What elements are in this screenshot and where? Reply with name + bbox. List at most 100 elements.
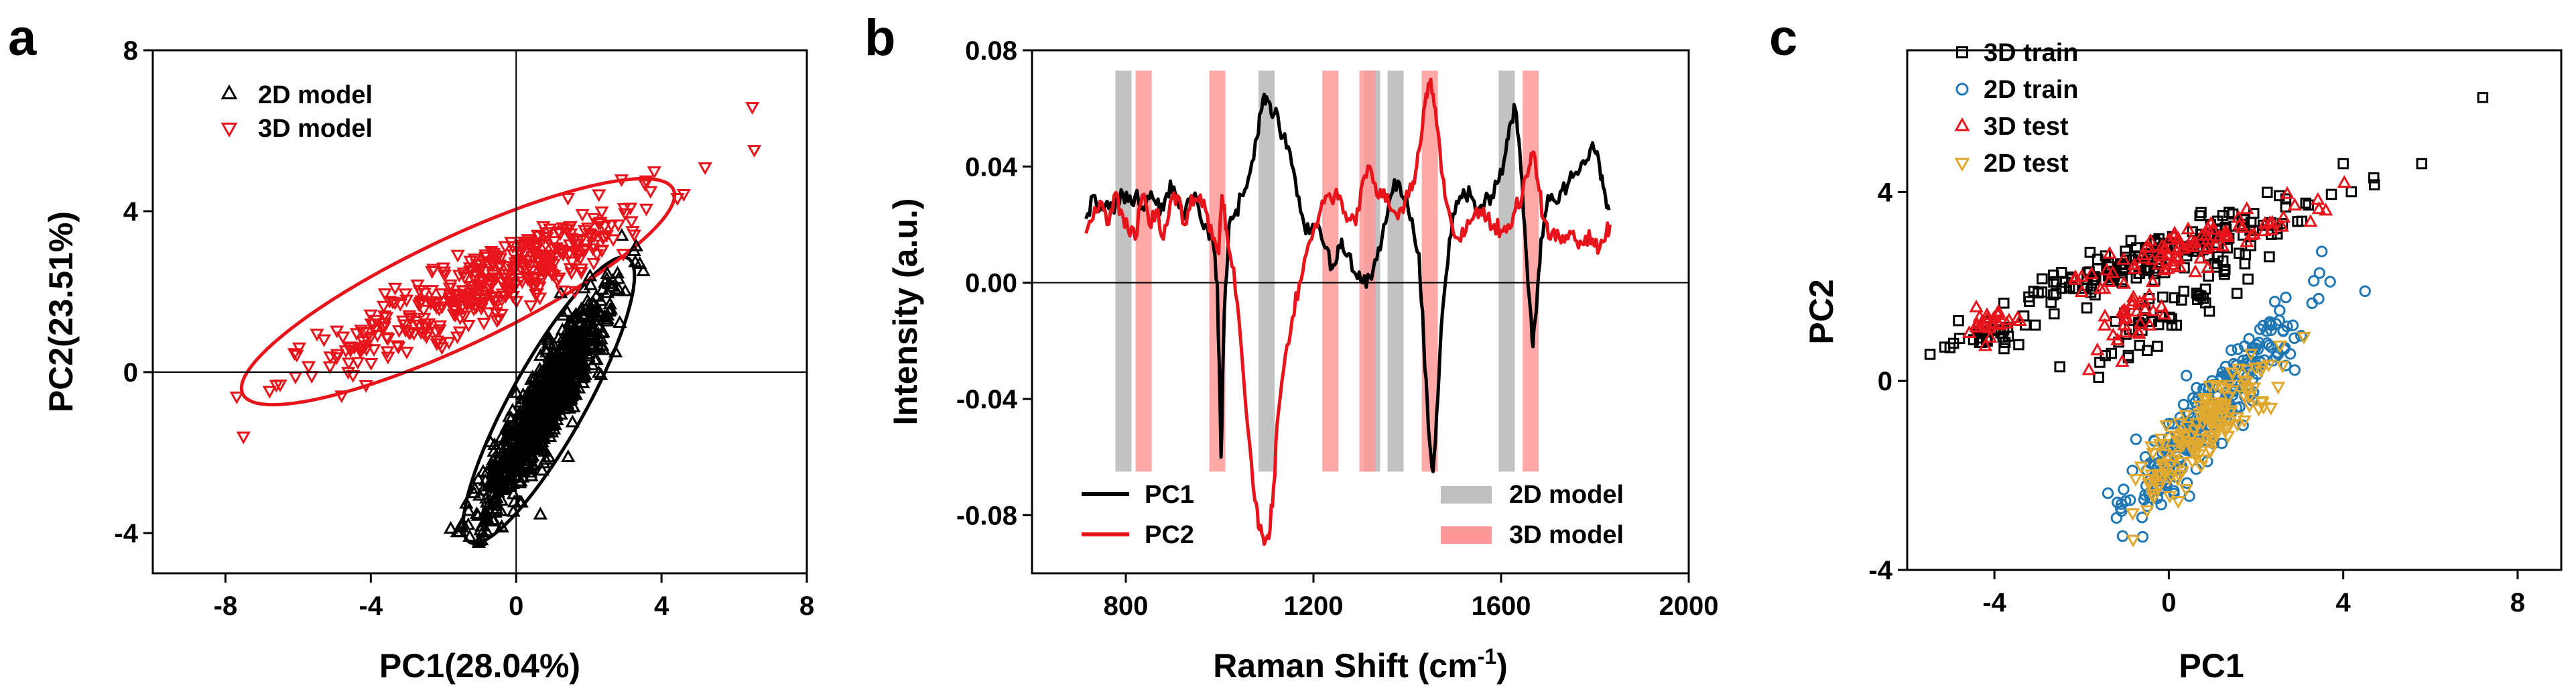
panel-c-y-axis-title: PC2 xyxy=(1803,279,1840,344)
panel-a-point-2d xyxy=(561,449,576,463)
panel-b-legend-swatch-2d xyxy=(1441,486,1492,504)
panel-a-legend-label-3d: 3D model xyxy=(258,115,373,143)
panel-b-band-2d xyxy=(1259,70,1275,472)
panel-a-point-3d xyxy=(395,315,411,329)
panel-a-point-2d xyxy=(473,522,488,536)
panel-c-point-2d-test xyxy=(2297,331,2311,345)
panel-c-point-2d-train xyxy=(2324,276,2336,288)
panel-c-point-3d-test xyxy=(2171,232,2186,245)
panel-a-point-3d xyxy=(289,349,304,363)
panel-c-point-2d-train xyxy=(2280,291,2292,304)
panel-a-point-3d xyxy=(334,390,349,404)
panel-a-legend-label-2d: 2D model xyxy=(258,81,373,109)
panel-c-point-2d-test xyxy=(2189,418,2204,431)
panel-c-point-3d-train xyxy=(2100,350,2111,361)
panel-c-legend-label-2d-test: 2D test xyxy=(1984,150,2069,178)
panel-c-point-2d-train xyxy=(2313,267,2325,279)
panel-c-point-2d-train xyxy=(2232,343,2244,355)
panel-c-legend: 3D train 2D train 3D test 2D test xyxy=(1954,39,2078,178)
panel-c-point-3d-train xyxy=(2106,347,2117,359)
panel-a-point-3d xyxy=(504,283,519,296)
panel-c-point-2d-train xyxy=(2116,530,2129,542)
panel-a-point-3d xyxy=(563,221,578,235)
panel-a-point-2d xyxy=(515,420,529,433)
panel-a-point-2d xyxy=(633,256,647,270)
panel-a-point-2d xyxy=(618,283,633,296)
panel-c-point-2d-test xyxy=(2220,422,2235,435)
panel-c-point-3d-test xyxy=(2311,201,2327,215)
panel-a-point-3d xyxy=(555,285,570,298)
panel-c-point-3d-test xyxy=(2118,325,2132,338)
panel-a-point-2d xyxy=(533,348,548,361)
panel-a-point-2d xyxy=(548,405,563,418)
panel-a-point-2d xyxy=(558,391,573,404)
panel-c-point-2d-train xyxy=(2181,477,2193,489)
panel-c-point-3d-train xyxy=(2193,289,2205,301)
panel-c-point-3d-test xyxy=(2002,312,2016,326)
panel-c-point-3d-train xyxy=(1998,343,2010,355)
panel-c-point-3d-train xyxy=(2345,186,2357,198)
panel-a-point-2d xyxy=(478,508,493,521)
panel-c-point-2d-train xyxy=(2270,318,2282,330)
panel-c-point-2d-train xyxy=(2287,319,2299,331)
panel-c-point-2d-test xyxy=(2254,365,2268,379)
panel-b-band-3d xyxy=(1135,70,1152,472)
panel-a-point-3d xyxy=(481,307,496,320)
panel-a-point-3d xyxy=(523,300,538,313)
panel-a-point-2d xyxy=(602,296,617,310)
panel-a-point-3d xyxy=(525,245,540,259)
panel-a-point-2d xyxy=(556,335,570,349)
y-tick-label: 0 xyxy=(1878,367,1892,396)
panel-c-legend-marker-2d-test-shape xyxy=(1954,158,1970,172)
panel-a-y-axis-title: PC2(23.51%) xyxy=(42,211,80,412)
panel-a-point-3d xyxy=(568,234,582,247)
panel-a-point-3d xyxy=(564,233,579,246)
panel-c-point-2d-train xyxy=(2313,292,2325,305)
panel-a-point-3d xyxy=(442,282,457,296)
panel-a-point-3d xyxy=(599,230,614,243)
panel-a-point-3d xyxy=(463,255,478,269)
panel-a-point-2d xyxy=(481,497,496,510)
panel-c-point-3d-train xyxy=(1924,349,1936,360)
panel-c-point-3d-test xyxy=(2246,227,2262,240)
panel-b-line-pc1 xyxy=(1084,93,1611,473)
panel-c-point-2d-train xyxy=(2110,512,2123,524)
panel-a-point-2d xyxy=(558,394,573,408)
panel-c-point-3d-test xyxy=(2195,228,2209,241)
panel-c-point-2d-test xyxy=(2170,473,2185,487)
panel-b-lines xyxy=(1084,77,1612,546)
panel-c-point-3d-test xyxy=(2139,239,2154,253)
panel-c-point-3d-test xyxy=(1991,316,2006,330)
panel-a-point-2d xyxy=(541,330,556,343)
panel-a-point-2d xyxy=(471,534,487,548)
panel-a-point-2d xyxy=(503,463,519,477)
panel-c-point-3d-test xyxy=(2102,274,2116,287)
panel-c-point-2d-train xyxy=(2281,320,2293,333)
panel-a-point-3d xyxy=(437,270,452,283)
panel-a-point-3d xyxy=(412,285,427,298)
panel-c-point-3d-train xyxy=(2049,308,2060,320)
panel-c-point-3d-test xyxy=(2074,284,2089,298)
panel-c-point-3d-test xyxy=(1969,299,1984,312)
panel-a-point-3d xyxy=(472,294,488,307)
panel-c-point-3d-train xyxy=(2134,339,2146,351)
panel-a-point-2d xyxy=(566,330,580,343)
panel-b-x-axis-title-main: Raman Shift (cm xyxy=(1213,647,1478,685)
panel-a-point-2d xyxy=(483,434,498,448)
panel-c-point-3d-train xyxy=(2217,210,2229,221)
panel-b-x-axis-title: Raman Shift (cm-1) xyxy=(1213,644,1508,685)
panel-a-point-2d xyxy=(585,319,600,333)
panel-c-point-3d-test xyxy=(2274,219,2289,232)
panel-a-point-2d xyxy=(519,449,534,462)
panel-a-point-2d xyxy=(560,304,575,317)
panel-c-point-2d-test xyxy=(2189,442,2204,455)
panel-c-point-3d-test xyxy=(2258,216,2272,229)
panel-c-point-2d-test xyxy=(2240,364,2254,377)
panel-c-point-3d-train xyxy=(2176,294,2187,306)
panel-a-point-3d xyxy=(484,279,499,292)
panel-c-point-3d-train xyxy=(2093,371,2104,384)
panel-a-point-3d xyxy=(580,222,595,235)
panel-a-point-2d xyxy=(501,422,516,436)
panel-c-point-3d-train xyxy=(2416,158,2428,170)
panel-c-point-2d-test xyxy=(2244,349,2258,361)
